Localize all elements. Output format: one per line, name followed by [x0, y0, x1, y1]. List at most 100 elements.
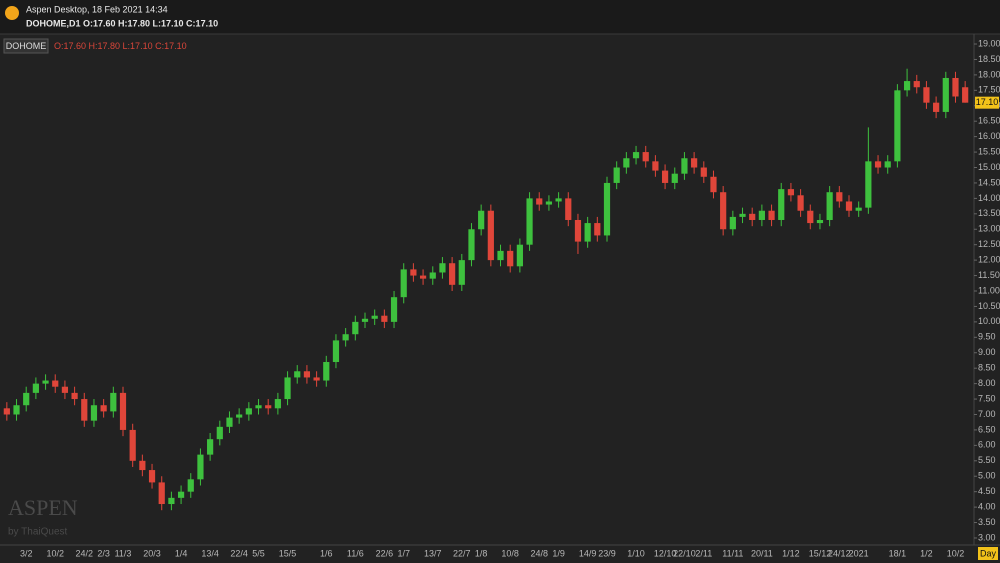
candle-body — [187, 479, 194, 492]
candle-body — [168, 497, 175, 505]
candle-body — [594, 223, 601, 236]
y-tick-label: 7.00 — [978, 409, 996, 419]
candle-body — [516, 244, 523, 267]
x-tick-label: 20/11 — [751, 548, 773, 558]
candle-body — [61, 386, 69, 393]
x-tick-label: 14/9 — [579, 548, 597, 558]
candle-body — [410, 269, 417, 276]
candle-body — [836, 192, 843, 202]
y-tick-label: 3.00 — [978, 532, 996, 542]
x-tick-label: 22/6 — [376, 548, 394, 558]
candle-body — [294, 371, 301, 378]
candle-body — [720, 192, 727, 230]
timeframe-box[interactable] — [978, 547, 998, 560]
candle-body — [497, 250, 504, 261]
candle-body — [632, 152, 640, 159]
candle-body — [565, 198, 572, 220]
header-bar — [0, 0, 1000, 34]
candle-body — [71, 392, 78, 400]
candle-body — [284, 377, 291, 400]
y-tick-label: 11.50 — [978, 270, 1000, 280]
candle-body — [574, 219, 582, 242]
candle-body — [429, 272, 436, 279]
y-tick-label: 4.00 — [978, 501, 996, 511]
candle-body — [787, 189, 795, 196]
y-tick-label: 7.50 — [978, 393, 996, 403]
x-tick-label: 20/3 — [143, 548, 161, 558]
y-tick-label: 12.50 — [978, 239, 1000, 249]
timeframe-label: Day — [980, 548, 997, 558]
watermark: ASPEN — [8, 495, 78, 520]
x-tick-label: 10/2 — [947, 548, 965, 558]
candle-body — [52, 380, 59, 387]
y-tick-label: 3.50 — [978, 517, 996, 527]
candle-body — [3, 408, 10, 415]
symbol-tab[interactable] — [3, 38, 49, 54]
candle-body — [390, 297, 398, 322]
x-tick-label: 15/12 — [809, 548, 832, 558]
candle-body — [816, 219, 824, 224]
candle-body — [671, 173, 678, 183]
y-tick-label: 16.50 — [978, 116, 1000, 126]
candle-body — [148, 470, 156, 483]
y-tick-label: 10.50 — [978, 301, 1000, 311]
candle-body — [758, 210, 765, 220]
candle-body — [313, 377, 320, 381]
candle-body — [478, 210, 485, 230]
candle-body — [661, 170, 669, 183]
y-tick-label: 8.50 — [978, 363, 996, 373]
y-tick-label: 13.00 — [978, 224, 1000, 234]
last-price-label: 17.10 — [976, 97, 999, 107]
candle-body — [913, 81, 920, 88]
last-price-box — [975, 96, 999, 109]
candle-body — [545, 201, 553, 205]
x-tick-label: 1/12 — [782, 548, 800, 558]
candle-body — [865, 161, 872, 208]
x-tick-label: 24/8 — [530, 548, 548, 558]
candle-body — [81, 399, 88, 421]
candle-body — [352, 321, 359, 335]
candle-body — [584, 223, 591, 242]
y-tick-label: 5.50 — [978, 455, 996, 465]
candle-body — [400, 269, 407, 298]
x-tick-label: 1/10 — [627, 548, 645, 558]
candle-body — [874, 161, 882, 168]
candle-body — [216, 426, 223, 440]
candle-body — [100, 405, 107, 412]
y-tick-label: 9.50 — [978, 332, 996, 342]
ohlc-label: O:17.60 H:17.80 L:17.10 C:17.10 — [54, 41, 187, 51]
candle-body — [729, 216, 736, 230]
x-tick-label: 1/2 — [920, 548, 933, 558]
candle-body — [197, 454, 204, 480]
candle-body — [487, 210, 494, 261]
x-tick-label: 3/2 — [20, 548, 33, 558]
candle-body — [468, 229, 475, 261]
candle-body — [962, 87, 969, 103]
y-tick-label: 17.50 — [978, 85, 1000, 95]
candle-body — [255, 405, 262, 409]
candle-body — [768, 210, 775, 220]
candle-body — [778, 189, 785, 220]
candle-body — [449, 263, 456, 285]
app-icon[interactable] — [5, 6, 19, 20]
x-tick-label: 24/12 — [828, 548, 851, 558]
candle-body — [555, 198, 562, 202]
x-tick-label: 1/7 — [397, 548, 410, 558]
candle-body — [42, 380, 49, 384]
candle-body — [894, 90, 901, 162]
candle-body — [381, 315, 388, 322]
x-tick-label: 15/5 — [279, 548, 297, 558]
x-tick-label: 22/7 — [453, 548, 471, 558]
candle-body — [603, 182, 611, 236]
candle-body — [439, 263, 446, 273]
x-tick-label: 22/4 — [230, 548, 248, 558]
x-tick-label: 23/9 — [598, 548, 616, 558]
candle-body — [371, 315, 378, 319]
candle-body — [177, 491, 185, 498]
candle-body — [303, 371, 311, 378]
x-tick-label: 2021 — [849, 548, 869, 558]
y-tick-label: 14.50 — [978, 177, 1000, 187]
x-tick-label: 11/11 — [722, 548, 743, 558]
